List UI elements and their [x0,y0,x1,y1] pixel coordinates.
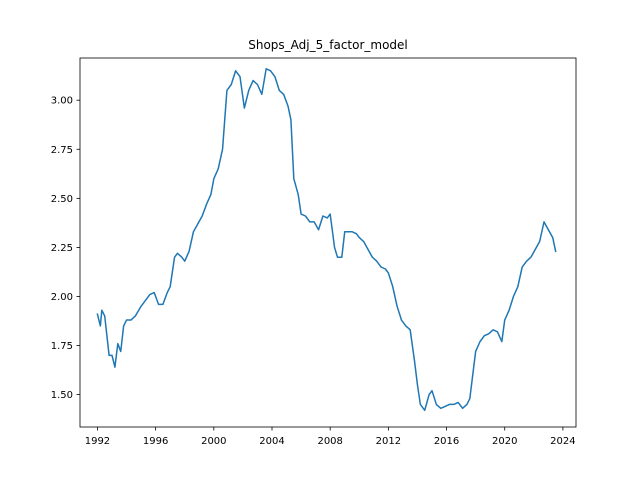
x-tick-label: 2024 [550,436,575,447]
x-tick-label: 2016 [434,436,459,447]
y-tick-label: 1.75 [51,341,73,352]
x-tick-label: 2012 [376,436,401,447]
x-tick-label: 2004 [259,436,284,447]
x-tick-label: 2008 [317,436,342,447]
axes-frame [79,57,577,428]
series-line-0 [96,68,557,412]
plot-area: 1992 1996 2000 2004 2008 2012 2016 2020 2024 1.50… [51,57,577,447]
y-tick-label: 1.50 [51,390,73,401]
y-tick-label: 2.75 [51,145,73,156]
y-tick-label: 2.00 [51,292,73,303]
y-tick-label: 2.25 [51,243,73,254]
x-tick-label: 1992 [85,436,110,447]
x-tick-label: 2000 [201,436,226,447]
y-tick-label: 2.50 [51,194,73,205]
chart-title: Shops_Adj_5_factor_model [248,38,408,52]
x-tick-label: 1996 [143,436,168,447]
y-tick-label: 3.00 [51,96,73,107]
x-tick-label: 2020 [492,436,517,447]
